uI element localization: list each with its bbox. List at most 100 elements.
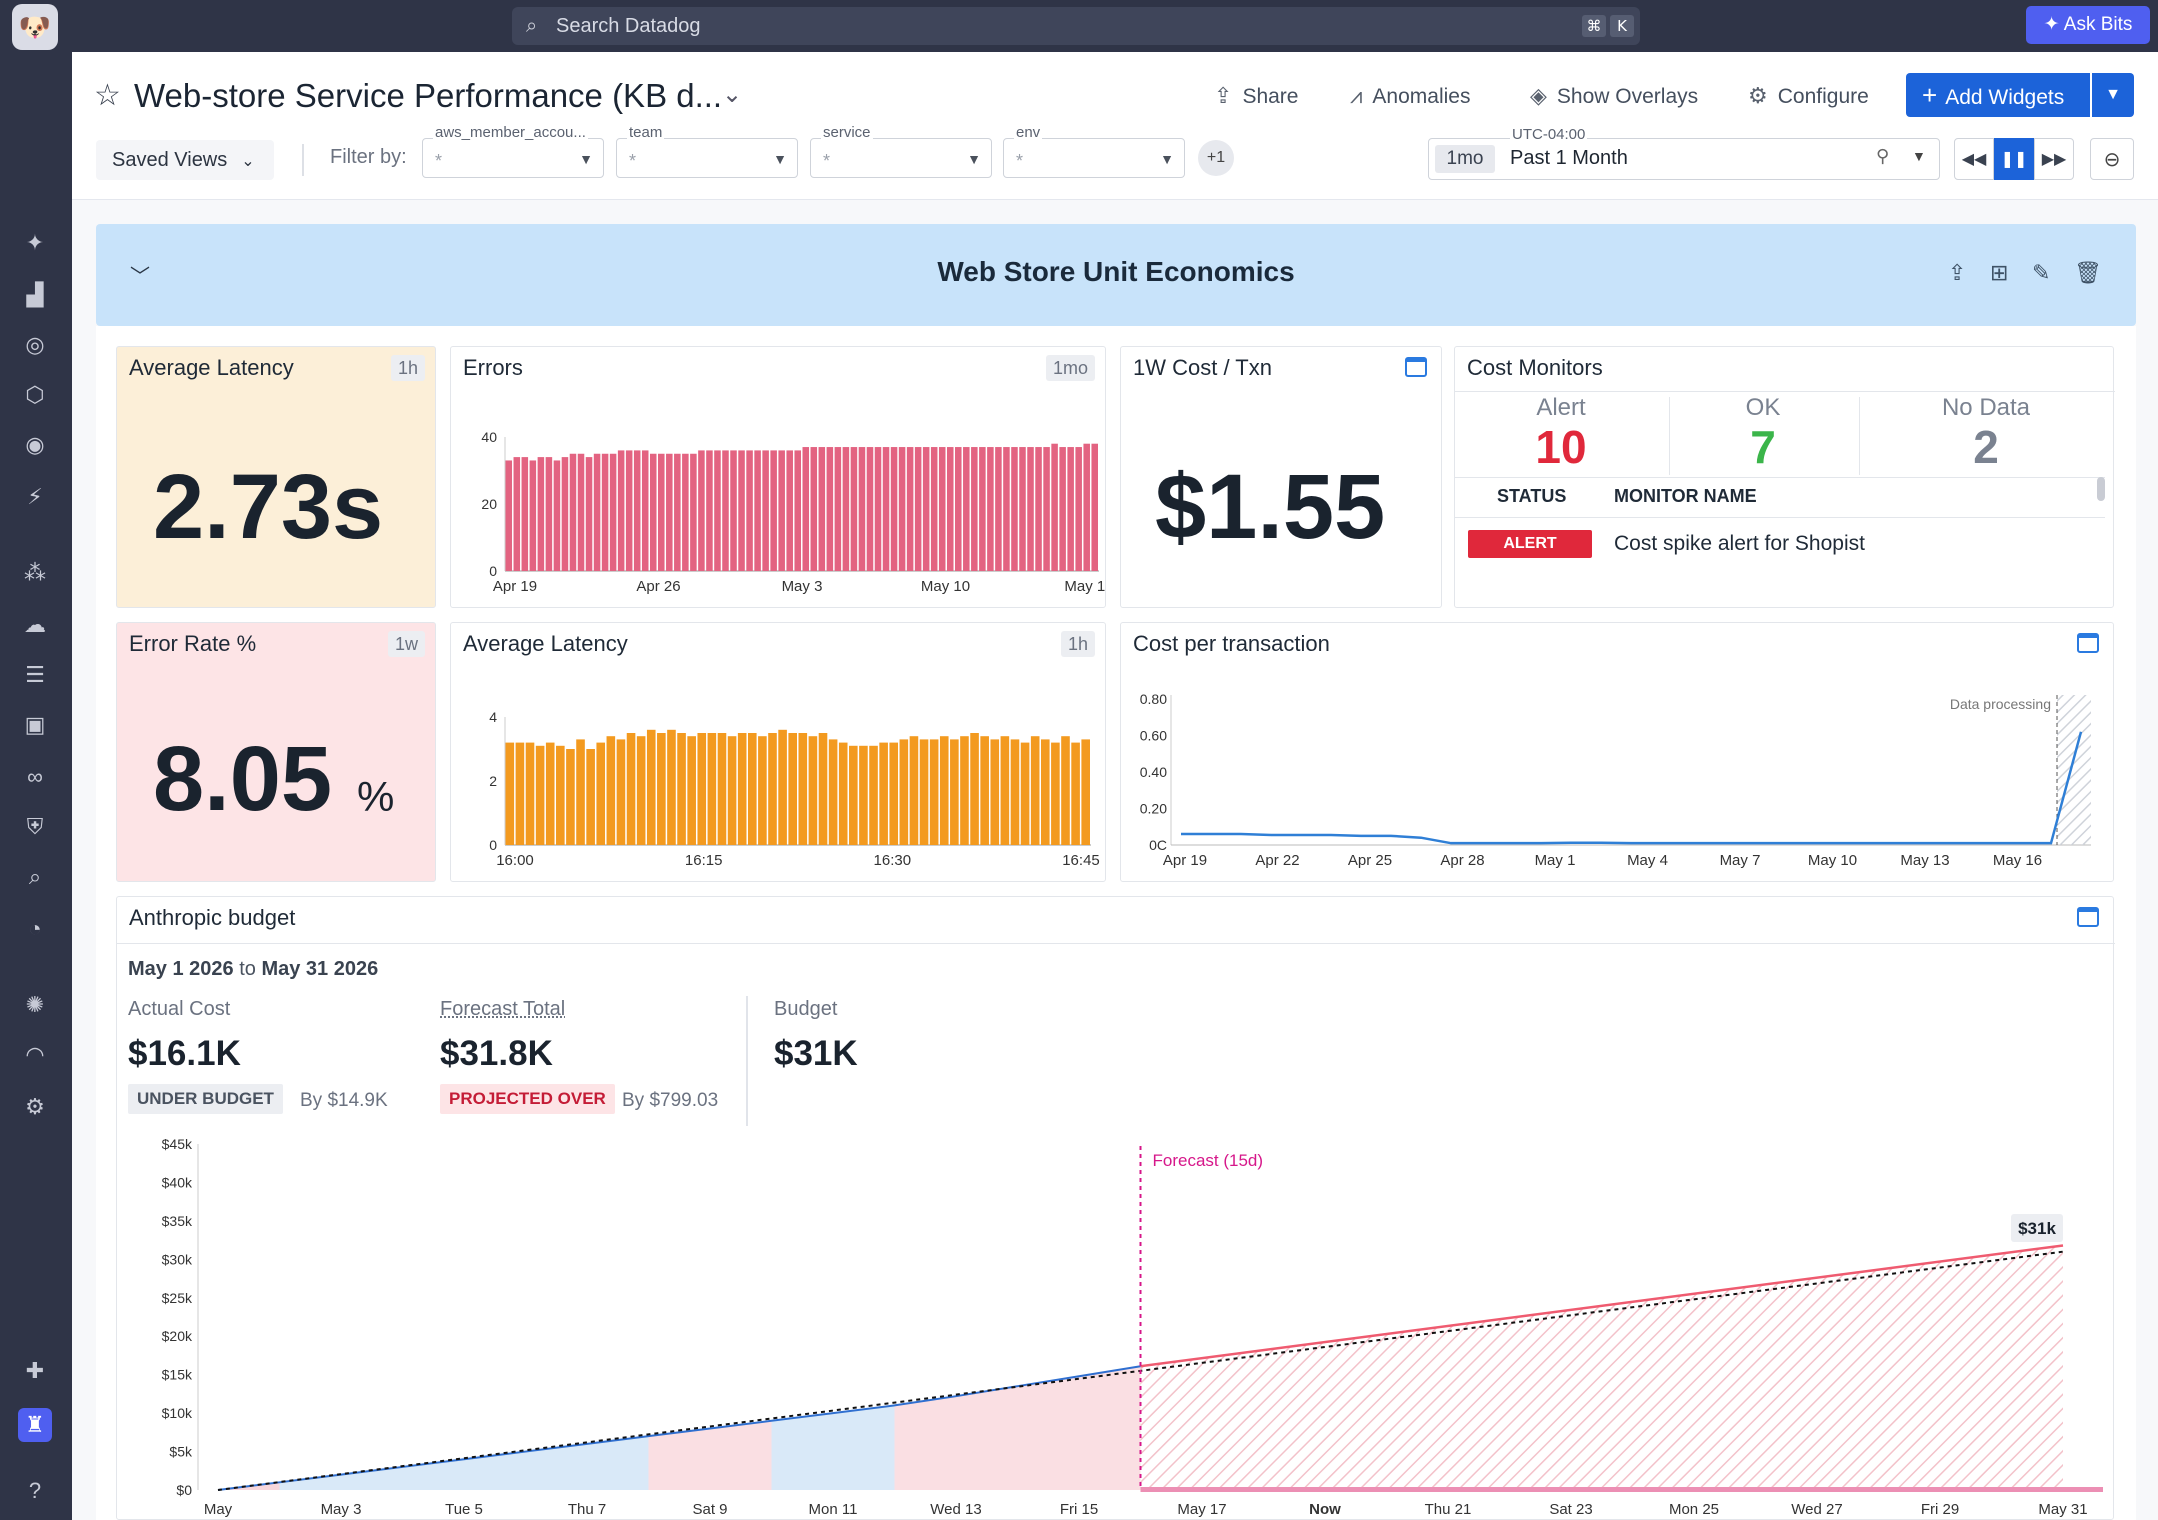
bar	[874, 447, 882, 571]
add-widgets-dropdown-button[interactable]: ▼	[2092, 73, 2134, 117]
column-header-monitor-name[interactable]: MONITOR NAME	[1614, 486, 1757, 506]
saved-views-dropdown[interactable]: Saved Views ⌄	[96, 140, 274, 180]
caret-down-icon: ▼	[579, 151, 593, 167]
bar	[770, 450, 777, 571]
puzzle-icon[interactable]: ✚	[25, 1358, 45, 1383]
ask-bits-button[interactable]: ✦ Ask Bits	[2026, 6, 2150, 44]
bar	[946, 447, 954, 571]
bar	[980, 736, 989, 845]
anomalies-button[interactable]: ⩘ Anomalies	[1350, 78, 1470, 115]
page-title[interactable]: Web-store Service Performance (KB d...	[134, 77, 723, 114]
alert-count[interactable]: 10	[1535, 421, 1587, 473]
dashboard-chart-icon[interactable]: ▟	[26, 282, 44, 307]
pause-button[interactable]: ❚❚	[1994, 138, 2034, 180]
calendar-icon[interactable]	[2077, 633, 2099, 653]
favorite-star-icon[interactable]: ☆	[94, 79, 121, 112]
filter-aws-member-account[interactable]: aws_member_accou... * ▼	[422, 124, 604, 178]
notebook-icon[interactable]: ▣	[24, 712, 46, 737]
collapse-chevron-icon[interactable]: ﹀	[130, 266, 150, 288]
investigate-icon[interactable]: ⌕	[28, 864, 42, 889]
calendar-icon[interactable]	[2077, 907, 2099, 927]
bar	[890, 447, 898, 571]
pin-icon[interactable]: ⚲	[1876, 146, 1890, 166]
bar	[754, 450, 761, 571]
filter-value: *	[629, 151, 637, 171]
actual-area-band	[894, 1366, 1141, 1490]
edit-icon[interactable]: ✎	[2032, 260, 2051, 285]
add-widgets-button[interactable]: + Add Widgets	[1906, 73, 2090, 117]
divider	[1859, 397, 1860, 475]
forecast-total-label[interactable]: Forecast Total	[440, 998, 566, 1020]
filter-service[interactable]: service * ▼	[810, 124, 992, 178]
ok-count[interactable]: 7	[1750, 421, 1776, 473]
projected-over-badge: PROJECTED OVER	[440, 1084, 615, 1114]
filter-team[interactable]: team * ▼	[616, 124, 798, 178]
help-icon[interactable]: ?	[28, 1478, 42, 1503]
time-range-picker[interactable]	[1428, 138, 1940, 180]
group-title: Web Store Unit Economics	[937, 256, 1295, 287]
trash-icon[interactable]: 🗑	[2074, 260, 2102, 285]
integrations-link-icon[interactable]: ∞	[27, 764, 43, 789]
budget-date-to-word: to	[239, 958, 256, 980]
bar	[1020, 742, 1030, 845]
caret-down-icon: ▼	[773, 151, 787, 167]
scrollbar[interactable]	[2097, 477, 2105, 501]
shortcut-key: K	[1610, 15, 1634, 37]
widget-cost-per-transaction[interactable]: Cost per transaction 0C 0.20 0.40 0.60 0.80 D…	[1120, 622, 2114, 882]
layout-icon[interactable]: ⊞	[1990, 260, 2009, 285]
caret-down-icon[interactable]: ▼	[1912, 148, 1926, 164]
widget-cost-per-txn-value[interactable]: 1W Cost / Txn $1.55	[1120, 346, 1442, 608]
x-tick-label: Apr 22	[1255, 852, 1299, 869]
bar	[576, 739, 585, 845]
bar	[898, 447, 906, 571]
filter-env[interactable]: env * ▼	[1003, 124, 1185, 178]
lightning-icon[interactable]: ⚡	[27, 484, 43, 509]
fast-forward-button[interactable]: ▶▶	[2034, 138, 2074, 180]
bar	[1075, 447, 1082, 571]
team-icon[interactable]: ♜	[18, 1408, 52, 1442]
logs-icon[interactable]: ☰	[25, 662, 45, 687]
actual-cost-label: Actual Cost	[128, 998, 231, 1020]
more-filters-button[interactable]: +1	[1198, 140, 1234, 176]
widget-cost-monitors[interactable]: Cost Monitors	[1454, 346, 2115, 608]
x-tick-label: Apr 19	[493, 578, 537, 595]
y-tick-label: $40k	[162, 1174, 193, 1190]
zoom-out-button[interactable]: ⊖	[2090, 138, 2134, 180]
watchdog-icon[interactable]: ◎	[25, 332, 45, 357]
widget-average-latency-chart[interactable]: Average Latency 1h 0 2 4 16:00 16:15 16:30 16:…	[450, 622, 1106, 882]
metric-value: 8.05	[153, 728, 333, 830]
y-tick-label: $35k	[162, 1213, 193, 1229]
bug-icon[interactable]: ✺	[25, 992, 45, 1017]
synthetics-icon[interactable]: ◔	[28, 916, 42, 941]
speed-icon[interactable]: ◠	[25, 1042, 45, 1067]
search-input[interactable]: ⌕ Search Datadog ⌘ K	[512, 7, 1640, 45]
infrastructure-icon[interactable]: ⬡	[25, 382, 45, 407]
x-tick-label: Sat 23	[1549, 1501, 1592, 1518]
widget-average-latency-value[interactable]: Average Latency 1h 2.73s	[116, 346, 436, 608]
calendar-icon[interactable]	[1405, 357, 1427, 377]
configure-label: Configure	[1777, 85, 1869, 108]
security-icon[interactable]: ⛨	[26, 814, 44, 839]
bar	[666, 453, 673, 571]
datadog-logo-icon[interactable]: 🐶	[12, 4, 58, 50]
widget-error-rate[interactable]: Error Rate % 1w 8.05 %	[116, 622, 436, 882]
configure-button[interactable]: ⚙ Configure	[1748, 78, 1869, 115]
widget-errors[interactable]: Errors 1mo 0 20 40 Apr 19 Apr 26 May 3 May 10 M…	[450, 346, 1106, 608]
show-overlays-button[interactable]: ◈ Show Overlays	[1530, 78, 1698, 115]
monitor-name-link[interactable]: Cost spike alert for Shopist	[1614, 532, 1865, 555]
bar	[636, 736, 646, 845]
x-tick-label: May 10	[1808, 852, 1857, 869]
share-button[interactable]: ⇪ Share	[1214, 78, 1298, 115]
forecast-area	[1140, 1245, 2063, 1490]
service-mgmt-icon[interactable]: ⚙	[25, 1094, 45, 1119]
sparkle-icon[interactable]: ✦	[25, 230, 45, 255]
bar	[730, 450, 737, 571]
services-icon[interactable]: ⁂	[24, 560, 46, 585]
column-header-status[interactable]: STATUS	[1497, 486, 1567, 506]
rewind-button[interactable]: ◀◀	[1954, 138, 1994, 180]
export-icon[interactable]: ⇪	[1948, 260, 1967, 285]
title-chevron-down-icon[interactable]: ⌄	[722, 81, 743, 108]
no-data-count[interactable]: 2	[1973, 421, 1999, 473]
apm-icon[interactable]: ◉	[25, 432, 45, 457]
cloud-icon[interactable]: ☁	[24, 612, 46, 637]
